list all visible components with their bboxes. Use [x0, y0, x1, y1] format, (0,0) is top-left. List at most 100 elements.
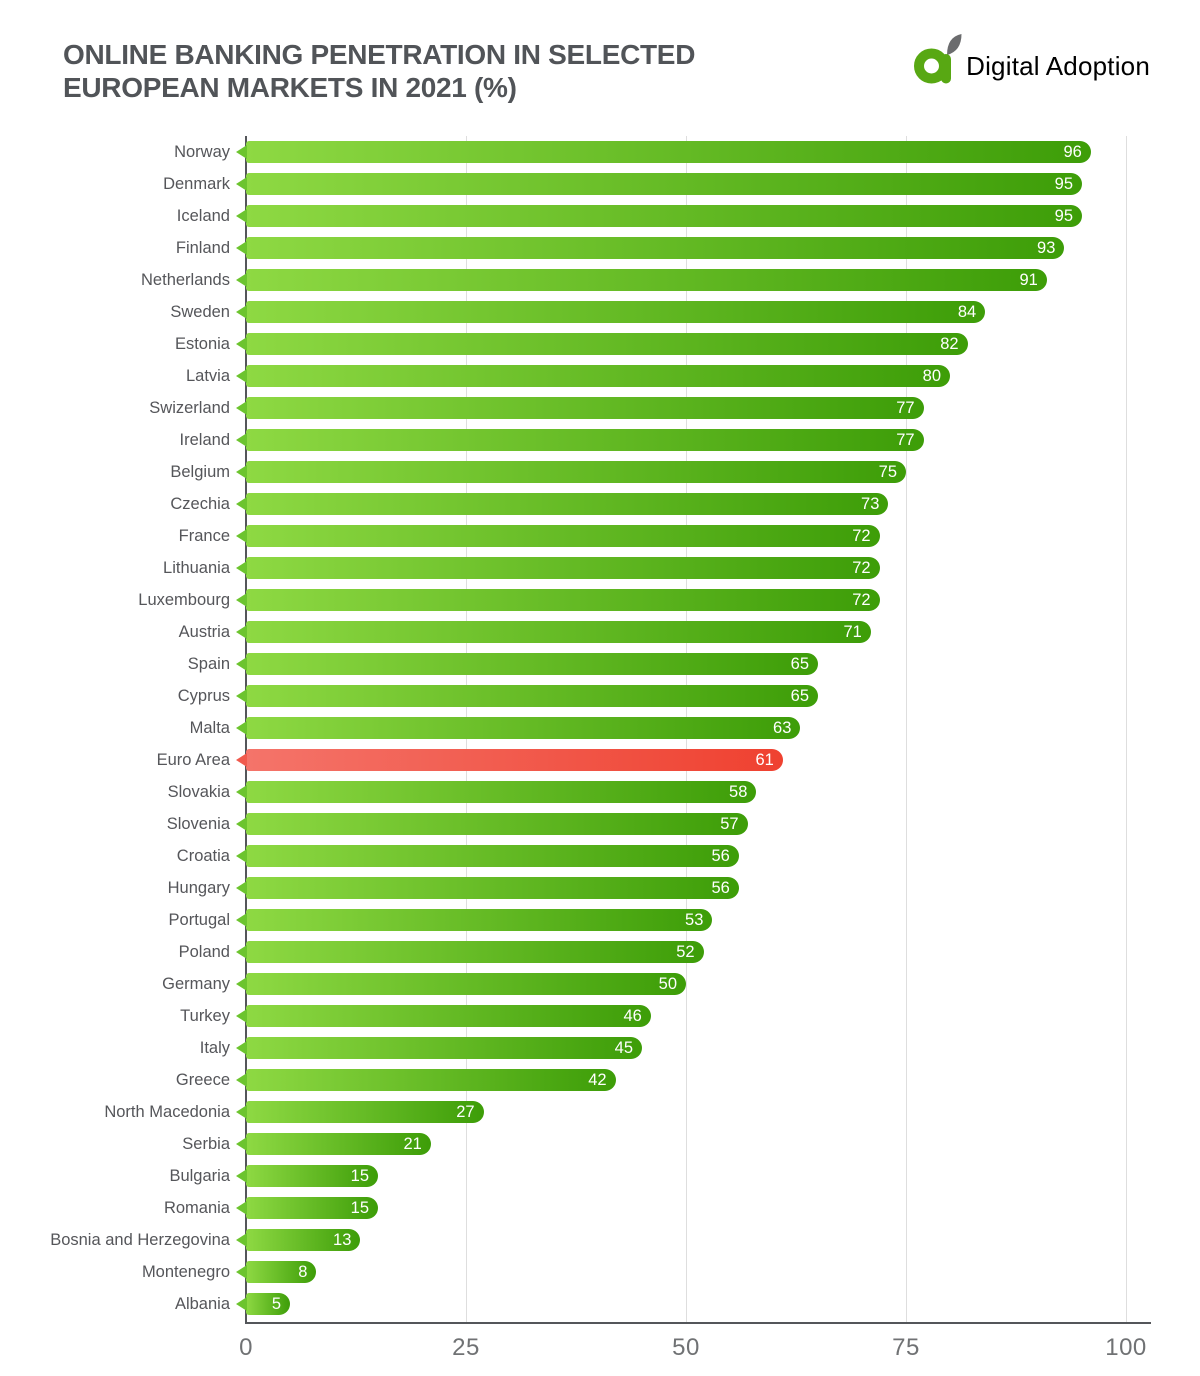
bar-value-label: 27 [456, 1103, 475, 1121]
bar: 91 [236, 269, 1047, 291]
category-label: Denmark [163, 175, 230, 193]
bar-row: North Macedonia 27 [0, 1096, 1200, 1128]
bar: 8 [236, 1261, 317, 1283]
bar-tail [236, 913, 247, 927]
bar-value-label: 45 [614, 1039, 633, 1057]
page-title: ONLINE BANKING PENETRATION IN SELECTED EU… [63, 38, 695, 104]
bar-row: Finland 93 [0, 232, 1200, 264]
bar-value-label: 96 [1063, 143, 1082, 161]
bar-tail [236, 1009, 247, 1023]
bar-value-label: 84 [957, 303, 977, 321]
category-label: Belgium [170, 463, 230, 481]
bar-row: Greece 42 [0, 1064, 1200, 1096]
bar-value-label: 75 [878, 463, 897, 481]
category-label: Romania [163, 1199, 230, 1217]
bar-tail [236, 369, 247, 383]
bar-tail [236, 785, 247, 799]
bar-row: Slovenia 57 [0, 808, 1200, 840]
category-label: Norway [174, 143, 230, 161]
bar-row: Albania 5 [0, 1288, 1200, 1320]
gridline-100 [1126, 136, 1127, 1322]
category-label: Croatia [176, 847, 230, 865]
bar: 72 [236, 589, 880, 611]
bar: 82 [236, 333, 968, 355]
bar-tail [236, 1137, 247, 1151]
bar: 53 [236, 909, 713, 931]
bar: 77 [236, 429, 924, 451]
bar-row: Germany 50 [0, 968, 1200, 1000]
bar-value-label: 91 [1019, 271, 1038, 289]
bar-value-label: 42 [588, 1071, 607, 1089]
bar-row: Spain 65 [0, 648, 1200, 680]
category-label: Cyprus [177, 687, 230, 705]
bar-tail [236, 1105, 247, 1119]
bar-value-label: 65 [790, 655, 809, 673]
bar: 52 [236, 941, 704, 963]
category-label: Slovakia [167, 783, 230, 801]
bar-tail [236, 945, 247, 959]
bar-row: Belgium 75 [0, 456, 1200, 488]
bar-tail [236, 305, 247, 319]
bar: 84 [236, 301, 986, 323]
category-label: Swizerland [149, 399, 230, 417]
bar-value-label: 77 [896, 399, 915, 417]
x-tick-label: 50 [672, 1334, 700, 1361]
bar-tail [236, 433, 247, 447]
bar-value-label: 63 [773, 719, 792, 737]
bar-row: Czechia 73 [0, 488, 1200, 520]
bar-value-label: 72 [852, 527, 871, 545]
category-label: Austria [178, 623, 230, 641]
bar-value-label: 72 [852, 591, 871, 609]
bar-value-label: 95 [1054, 175, 1073, 193]
bar: 80 [236, 365, 950, 387]
bar: 27 [236, 1101, 484, 1123]
category-label: Ireland [179, 431, 230, 449]
bar-value-label: 8 [298, 1263, 308, 1281]
page-title-line2: EUROPEAN MARKETS IN 2021 (%) [63, 72, 517, 103]
bar: 5 [236, 1293, 290, 1315]
bar-value-label: 65 [790, 687, 809, 705]
category-label: Spain [187, 655, 230, 673]
category-label: Malta [189, 719, 230, 737]
category-label: Poland [178, 943, 230, 961]
bar: 65 [236, 685, 818, 707]
bar-value-label: 15 [350, 1199, 369, 1217]
bar: 42 [236, 1069, 616, 1091]
bar-tail [236, 1265, 247, 1279]
logo-text: Digital Adoption [966, 51, 1150, 81]
category-label: Luxembourg [138, 591, 230, 609]
bar-value-label: 21 [403, 1135, 422, 1153]
bar-tail [236, 689, 247, 703]
gridline-75 [906, 136, 907, 1322]
bar-tail [236, 817, 247, 831]
category-label: Estonia [174, 335, 230, 353]
bar-row: Ireland 77 [0, 424, 1200, 456]
bar-tail [236, 209, 247, 223]
category-label: Germany [162, 975, 230, 993]
bar-tail [236, 593, 247, 607]
bar-value-label: 95 [1054, 207, 1073, 225]
bar: 56 [236, 845, 739, 867]
category-label: Serbia [182, 1135, 230, 1153]
bar-row: Austria 71 [0, 616, 1200, 648]
bar-row: Serbia 21 [0, 1128, 1200, 1160]
bar-row: France 72 [0, 520, 1200, 552]
bar-tail [236, 465, 247, 479]
category-label: Bosnia and Herzegovina [50, 1231, 230, 1249]
category-label: Netherlands [141, 271, 230, 289]
category-label: Turkey [180, 1007, 230, 1025]
bar-tail [236, 753, 247, 767]
bar-row: Cyprus 65 [0, 680, 1200, 712]
bar: 56 [236, 877, 739, 899]
bar-tail [236, 177, 247, 191]
category-label: Sweden [170, 303, 230, 321]
bar-tail [236, 497, 247, 511]
bar-row: Italy 45 [0, 1032, 1200, 1064]
bar: 65 [236, 653, 818, 675]
bar-row: Iceland 95 [0, 200, 1200, 232]
bar-value-label: 58 [729, 783, 748, 801]
bar: 72 [236, 525, 880, 547]
bar-tail [236, 721, 247, 735]
